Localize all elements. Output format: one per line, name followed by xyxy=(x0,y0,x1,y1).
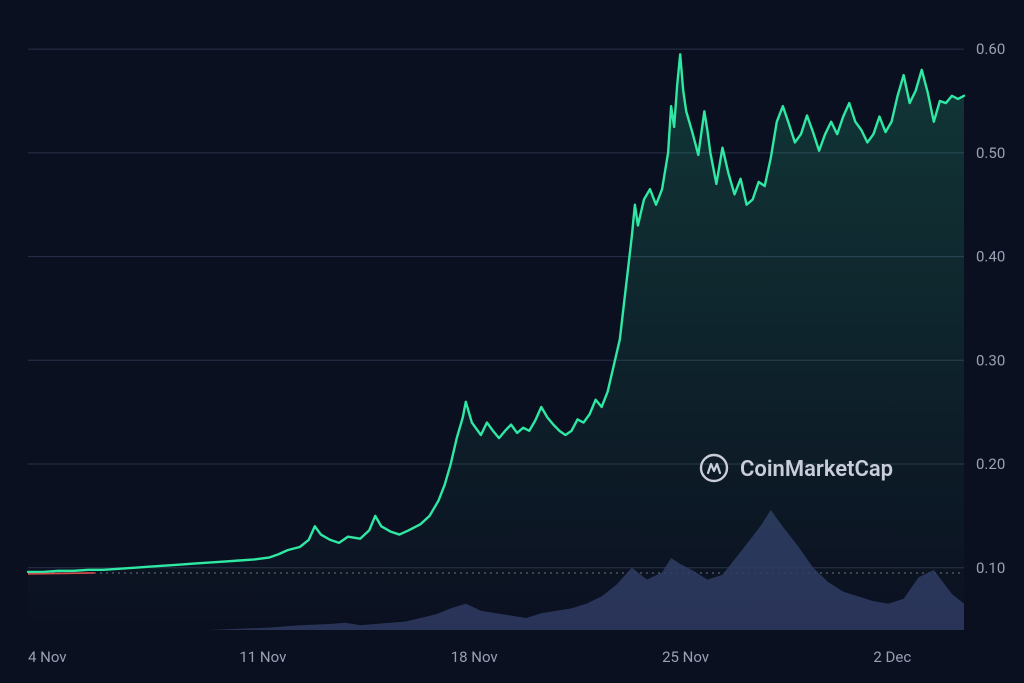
y-tick-label: 0.20 xyxy=(976,455,1005,473)
x-tick-label: 2 Dec xyxy=(873,648,911,666)
x-tick-label: 11 Nov xyxy=(239,648,286,666)
y-tick-label: 0.50 xyxy=(976,144,1005,162)
x-tick-label: 25 Nov xyxy=(662,648,709,666)
y-tick-label: 0.60 xyxy=(976,40,1005,58)
price-chart: 0.10 0.20 0.30 0.40 0.50 0.60 4 Nov 11 Nov 18 No… xyxy=(0,0,1024,683)
y-tick-label: 0.40 xyxy=(976,248,1005,266)
y-tick-label: 0.30 xyxy=(976,351,1005,369)
y-tick-label: 0.10 xyxy=(976,559,1005,577)
x-tick-label: 18 Nov xyxy=(451,648,498,666)
price-line-down xyxy=(28,573,94,574)
watermark-text: CoinMarketCap xyxy=(740,457,893,482)
x-tick-label: 4 Nov xyxy=(28,648,67,666)
